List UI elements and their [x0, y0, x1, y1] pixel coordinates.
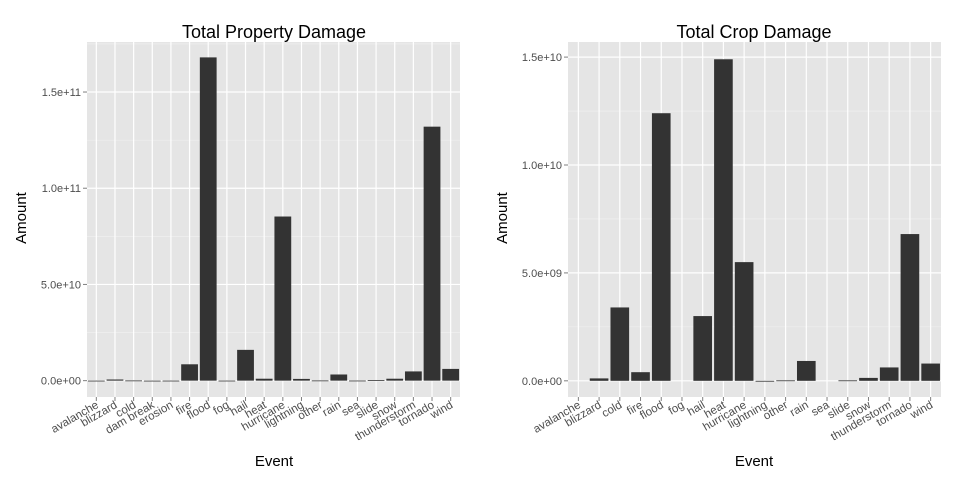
- gridlines: [87, 42, 460, 397]
- bar-blizzard: [106, 379, 124, 381]
- y-tick-label: 1.5e+10: [522, 52, 562, 64]
- y-tick-label: 1.0e+11: [42, 183, 81, 195]
- x-tick-label: other: [761, 399, 790, 423]
- bar-lightning: [755, 380, 775, 382]
- y-axis-ticks: 0.0e+00 5.0e+09 1.0e+10 1.5e+10: [522, 52, 568, 388]
- bar-thunderstorm: [404, 371, 422, 381]
- y-axis-label: Amount: [494, 191, 511, 244]
- bar-wind: [921, 363, 940, 381]
- bar-tornado: [423, 126, 441, 381]
- bar-heat: [714, 59, 733, 381]
- x-tick-label: fog: [667, 399, 687, 417]
- y-axis-label: Amount: [13, 191, 30, 244]
- bar-dam-break: [143, 380, 161, 382]
- bar-hurricane: [734, 262, 754, 381]
- x-axis-label: Event: [735, 453, 774, 470]
- y-tick-label: 5.0e+09: [522, 268, 562, 280]
- chart-title: Total Crop Damage: [676, 22, 831, 42]
- bar-snow: [859, 377, 878, 381]
- bar-flood: [199, 57, 217, 381]
- plot-panel: [87, 42, 460, 397]
- bar-rain: [796, 360, 816, 381]
- property-damage-chart: Total Property Damage 0.0e+00 5.0e+10 1.0e…: [13, 22, 460, 470]
- x-tick-label: rain: [788, 399, 811, 419]
- bar-slide: [367, 380, 385, 381]
- x-axis-label: Event: [255, 453, 294, 470]
- plot-panel: [568, 42, 941, 397]
- bar-cold: [125, 380, 143, 382]
- x-tick-label: wind: [908, 399, 935, 422]
- bar-hurricane: [274, 216, 292, 381]
- bar-lightning: [293, 378, 310, 381]
- bar-erosion: [162, 380, 180, 382]
- x-tick-label: cold: [600, 399, 624, 420]
- bar-hail: [237, 349, 254, 381]
- bar-avalanche: [87, 380, 105, 382]
- y-tick-label: 1.5e+11: [42, 87, 81, 99]
- bar-blizzard: [589, 378, 609, 381]
- bar-fire: [631, 372, 650, 381]
- y-tick-label: 5.0e+10: [41, 279, 81, 291]
- bar-hail: [693, 316, 713, 381]
- bar-sea: [349, 380, 366, 382]
- bar-slide: [838, 380, 858, 382]
- bar-fire: [181, 364, 198, 381]
- bar-tornado: [900, 234, 920, 381]
- chart-title: Total Property Damage: [182, 22, 366, 42]
- bar-cold: [610, 307, 630, 381]
- bar-wind: [442, 368, 460, 381]
- x-tick-label: flood: [638, 399, 666, 422]
- bar-other: [776, 380, 795, 382]
- bars: [589, 59, 940, 382]
- y-tick-label: 1.0e+10: [522, 160, 562, 172]
- y-tick-label: 0.0e+00: [41, 376, 81, 388]
- y-axis-ticks: 0.0e+00 5.0e+10 1.0e+11 1.5e+11: [41, 87, 87, 388]
- bar-other: [311, 380, 329, 382]
- bars: [87, 57, 460, 382]
- y-tick-label: 0.0e+00: [522, 376, 562, 388]
- bar-fog: [218, 380, 236, 382]
- bar-snow: [386, 378, 404, 381]
- bar-heat: [255, 378, 273, 381]
- bar-rain: [330, 374, 348, 381]
- bar-flood: [651, 113, 671, 381]
- bar-thunderstorm: [879, 367, 899, 381]
- crop-damage-chart: Total Crop Damage 0.0e+00 5.0e+09 1.0e+10 1…: [494, 22, 941, 470]
